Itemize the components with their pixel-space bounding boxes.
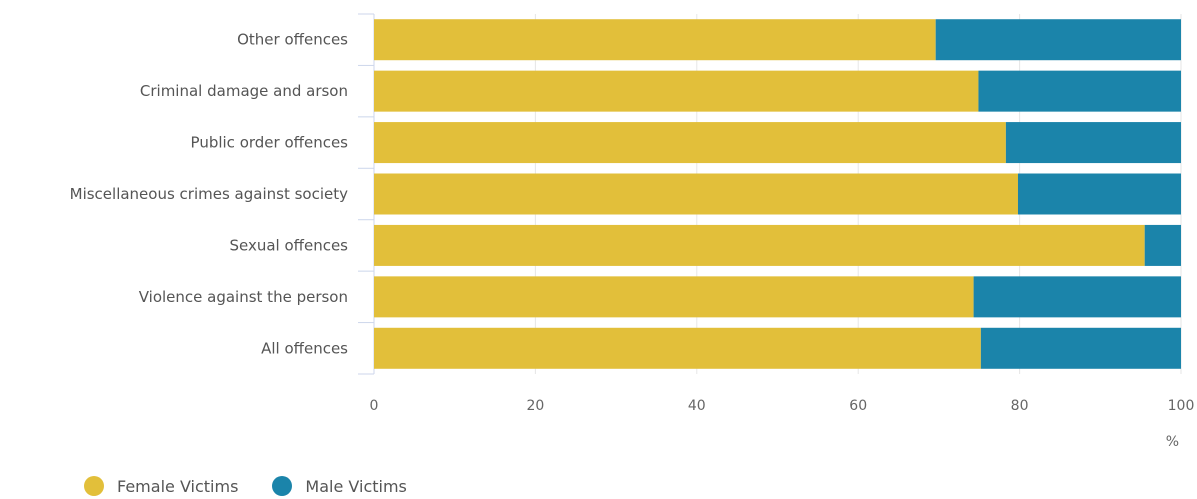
legend-swatch-female — [84, 476, 104, 496]
category-label: Criminal damage and arson — [140, 82, 348, 100]
bar-male[interactable] — [1005, 122, 1181, 164]
category-label: Miscellaneous crimes against society — [70, 185, 348, 203]
bar-male[interactable] — [978, 70, 1181, 112]
x-tick-label: 0 — [370, 398, 379, 414]
category-label: Sexual offences — [229, 236, 348, 254]
bar-female[interactable] — [374, 70, 979, 112]
x-axis-unit: % — [1166, 434, 1179, 450]
x-tick-label: 40 — [688, 398, 706, 414]
legend-item-female[interactable]: Female Victims — [84, 476, 238, 496]
bar-female[interactable] — [374, 19, 936, 61]
legend-item-male[interactable]: Male Victims — [272, 476, 407, 496]
bar-female[interactable] — [374, 276, 974, 318]
legend-label-female: Female Victims — [117, 476, 239, 496]
legend-label-male: Male Victims — [305, 476, 407, 496]
legend: Female Victims Male Victims — [84, 476, 441, 496]
bar-male[interactable] — [973, 276, 1181, 318]
category-label: Violence against the person — [139, 288, 348, 306]
category-label: Public order offences — [191, 134, 349, 152]
bar-male[interactable] — [935, 19, 1181, 61]
x-tick-label: 100 — [1168, 398, 1195, 414]
bar-male[interactable] — [1017, 173, 1181, 215]
bar-female[interactable] — [374, 327, 981, 369]
legend-swatch-male — [272, 476, 293, 496]
y-axis — [358, 13, 375, 375]
bar-female[interactable] — [374, 173, 1018, 215]
bar-male[interactable] — [1144, 224, 1181, 266]
category-label: All offences — [261, 339, 348, 357]
x-tick-label: 60 — [849, 398, 867, 414]
category-labels: Other offences Criminal damage and arson P… — [70, 31, 349, 358]
x-tick-label: 20 — [526, 398, 544, 414]
bar-female[interactable] — [374, 224, 1145, 266]
x-tick-label: 80 — [1011, 398, 1029, 414]
bar-male[interactable] — [980, 327, 1181, 369]
category-label: Other offences — [237, 31, 348, 49]
x-tick-labels: 0 20 40 60 80 100 — [370, 398, 1195, 414]
bars — [374, 19, 1181, 369]
bar-female[interactable] — [374, 122, 1006, 164]
